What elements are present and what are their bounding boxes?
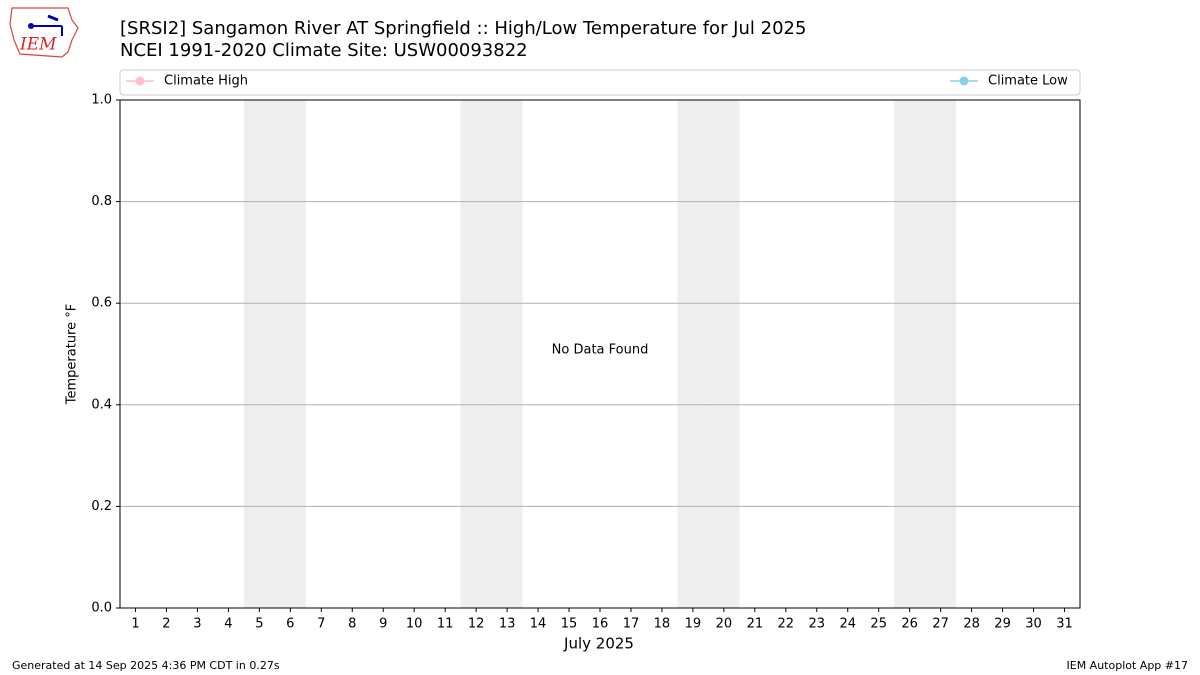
x-tick-label: 7 [317,617,325,632]
x-tick-label: 3 [193,617,201,632]
x-tick-label: 21 [747,617,764,632]
y-tick-label: 0.8 [91,194,112,209]
x-tick-label: 6 [286,617,294,632]
x-tick-label: 27 [932,617,949,632]
x-tick-label: 14 [530,617,547,632]
weekend-shade [677,100,709,608]
x-tick-label: 28 [963,617,980,632]
y-tick-label: 0.6 [91,296,112,311]
y-tick-label: 1.0 [91,93,112,108]
footer-left: Generated at 14 Sep 2025 4:36 PM CDT in … [12,659,280,672]
plot-area: 0.00.20.40.60.81.01 2 3 4 5 6 7 8 9 10 11 12 13 14 15 1… [91,93,1081,632]
x-tick-label: 19 [685,617,702,632]
legend-label: Climate High [164,74,248,89]
x-tick-label: 25 [870,617,887,632]
logo-text: IEM [19,35,57,55]
x-tick-label: 12 [468,617,485,632]
weekend-shade [925,100,957,608]
weekend-shade [243,100,275,608]
x-tick-label: 29 [994,617,1011,632]
x-tick-label: 18 [654,617,671,632]
x-tick-label: 26 [901,617,918,632]
x-axis-label: July 2025 [563,635,634,653]
x-tick-label: 4 [224,617,232,632]
logo: IEM [9,7,79,58]
weekend-shade [708,100,740,608]
legend-marker [959,76,969,86]
x-tick-label: 15 [561,617,578,632]
x-tick-label: 31 [1056,617,1073,632]
annotation: No Data Found [552,343,649,358]
x-tick-label: 13 [499,617,516,632]
legend-box [119,69,1081,96]
chart-subtitle: NCEI 1991-2020 Climate Site: USW00093822 [120,40,528,61]
plot-frame [119,99,1081,609]
legend-marker [135,76,145,86]
x-tick-label: 22 [778,617,795,632]
y-tick-label: 0.0 [91,601,112,616]
x-tick-label: 10 [406,617,423,632]
x-tick-label: 2 [162,617,170,632]
weekend-shade [460,100,492,608]
x-tick-label: 9 [379,617,387,632]
x-tick-label: 8 [348,617,356,632]
x-tick-label: 16 [592,617,609,632]
x-tick-label: 30 [1025,617,1042,632]
x-tick-label: 23 [809,617,826,632]
y-tick-label: 0.2 [91,499,112,514]
x-tick-label: 5 [255,617,263,632]
x-tick-label: 17 [623,617,640,632]
weekend-shade [894,100,926,608]
x-tick-label: 24 [839,617,856,632]
chart-title: [SRSI2] Sangamon River AT Springfield ::… [120,18,806,39]
y-axis-label: Temperature °F [65,304,80,405]
weekend-shade [491,100,523,608]
x-tick-label: 1 [131,617,139,632]
x-tick-label: 11 [437,617,454,632]
footer-right: IEM Autoplot App #17 [1067,659,1189,672]
legend-label: Climate Low [988,74,1068,89]
weekend-shade [274,100,306,608]
y-tick-label: 0.4 [91,397,112,412]
x-tick-label: 20 [716,617,733,632]
